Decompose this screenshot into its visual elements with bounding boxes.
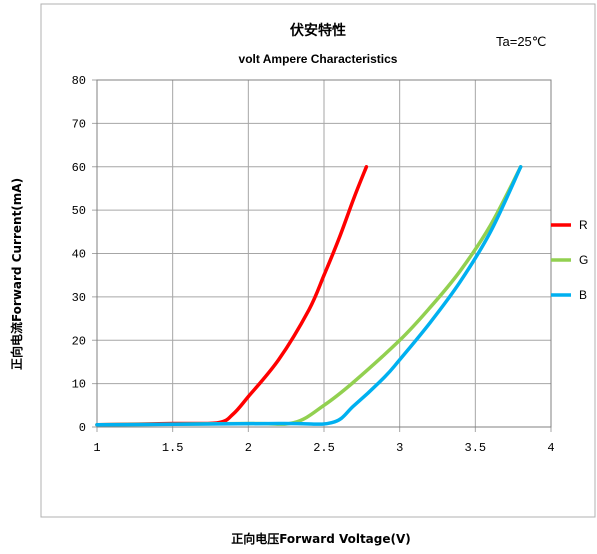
legend-label-B: B [579,288,587,302]
data-series [95,165,523,427]
x-tick-label: 2 [245,441,252,455]
x-tick-label: 4 [547,441,554,455]
series-line-B [95,165,523,427]
y-tick-label: 70 [72,117,86,131]
y-tick-label: 80 [72,74,86,88]
y-tick-label: 40 [72,248,86,262]
y-tick-label: 50 [72,204,86,218]
x-tick-label: 2.5 [313,441,335,455]
x-tick-label: 3 [396,441,403,455]
x-tick-label: 1.5 [162,441,184,455]
chart-title: 伏安特性 [290,22,346,39]
y-tick-label: 20 [72,334,86,348]
chart-subtitle: volt Ampere Characteristics [239,52,398,66]
x-tick-label: 1 [93,441,100,455]
y-tick-label: 60 [72,161,86,175]
legend: R G B [551,218,588,302]
y-tick-label: 10 [72,378,86,392]
x-axis-label: 正向电压Forward Voltage(V) [231,531,411,546]
x-tick-label: 3.5 [465,441,487,455]
y-tick-label: 0 [79,421,86,435]
legend-label-R: R [579,218,588,232]
temperature-annotation: Ta=25℃ [496,34,546,49]
y-axis-label: 正向电流Forward Current(mA) [9,178,24,370]
chart-area-border [40,3,596,518]
plot-area-frame [96,79,552,428]
legend-label-G: G [579,253,588,267]
y-tick-label: 30 [72,291,86,305]
